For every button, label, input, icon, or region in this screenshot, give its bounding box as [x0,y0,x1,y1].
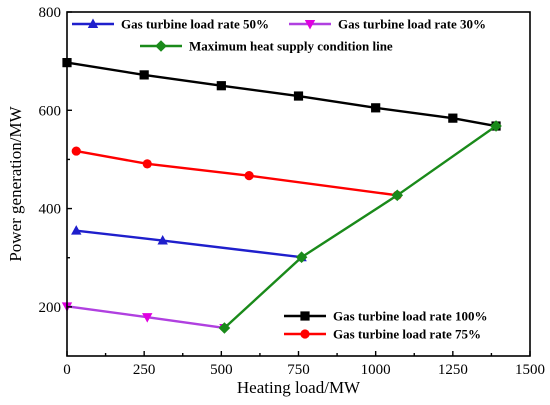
data-point [293,91,304,101]
x-tick-label: 1250 [438,362,468,378]
x-tick-label: 250 [133,362,156,378]
data-point [71,225,82,235]
legend-label: Maximum heat supply condition line [189,39,393,54]
x-tick-label: 750 [287,362,310,378]
y-tick-label: 600 [39,103,62,119]
legend-marker [87,18,99,28]
y-tick-label: 400 [39,202,62,218]
x-axis-ticks: 0 250 500 750 1000 1250 1500 [63,351,545,378]
x-axis-label: Heating load/MW [237,378,361,397]
y-tick-label: 800 [39,5,62,21]
series-layer [61,58,502,334]
data-point [244,171,254,181]
legend-bottom: Gas turbine load rate 100% Gas turbine lo… [284,309,488,342]
x-tick-label: 500 [210,362,233,378]
y-tick-label: 200 [39,300,62,316]
legend-label: Gas turbine load rate 30% [338,17,486,32]
data-point [71,146,81,156]
data-point [391,189,404,202]
data-point [371,103,381,113]
legend-marker [300,311,310,321]
legend-item: Gas turbine load rate 100% [284,309,488,324]
data-point [139,70,149,80]
data-point [448,113,458,123]
x-tick-label: 0 [63,362,71,378]
legend-marker [300,329,310,339]
legend-label: Gas turbine load rate 50% [121,17,269,32]
legend-marker [304,20,316,30]
legend-item: Maximum heat supply condition line [140,39,393,54]
legend-item: Gas turbine load rate 30% [289,17,486,32]
y-axis-label: Power generation/MW [6,105,25,261]
data-point [216,81,226,91]
legend-item: Gas turbine load rate 75% [284,327,481,342]
legend-item: Gas turbine load rate 50% [72,17,269,32]
data-point [157,235,168,245]
series-line [223,125,497,329]
y-axis-ticks: 200 400 600 800 [39,5,72,316]
series-4 [218,120,502,334]
legend-marker [155,40,167,52]
series-line [76,149,398,197]
data-point [142,159,152,169]
legend-label: Gas turbine load rate 100% [333,309,488,324]
data-point [295,251,308,264]
legend-label: Gas turbine load rate 75% [333,327,481,342]
x-tick-label: 1500 [515,362,545,378]
data-point [490,120,502,132]
legend-top: Gas turbine load rate 50% Gas turbine loa… [72,17,486,54]
x-tick-label: 1000 [361,362,391,378]
data-point [142,313,153,323]
data-point [218,322,231,334]
